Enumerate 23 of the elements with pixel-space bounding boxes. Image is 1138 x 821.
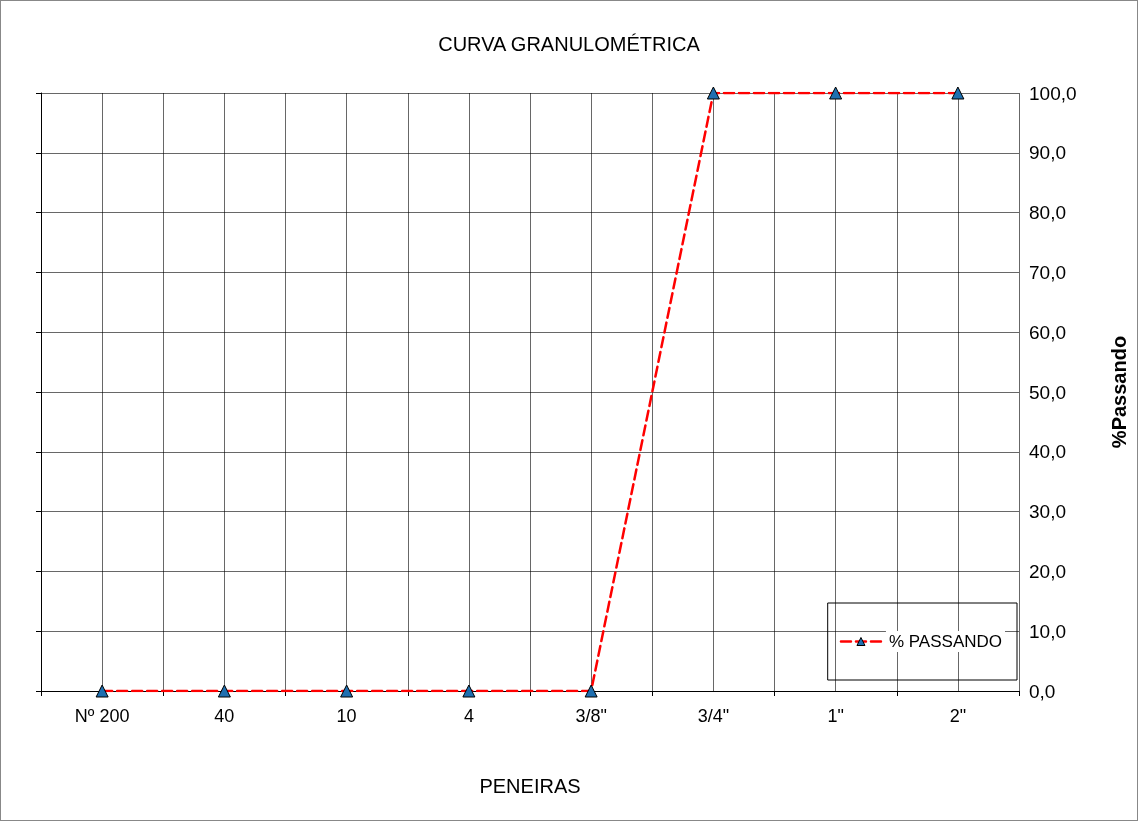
x-tick-label: 1" bbox=[827, 706, 844, 726]
y-axis-title: %Passando bbox=[1108, 335, 1130, 449]
x-tick-label: Nº 200 bbox=[74, 706, 130, 726]
x-tick-label: 2" bbox=[949, 706, 967, 726]
y-tick-label: 80,0 bbox=[1029, 202, 1066, 224]
x-tick-label: 4 bbox=[463, 706, 474, 726]
y-tick-label: 40,0 bbox=[1029, 441, 1066, 463]
x-tick-label: 3/4" bbox=[697, 706, 730, 726]
x-axis-title: PENEIRAS bbox=[479, 775, 581, 797]
x-tick-label: 40 bbox=[214, 706, 235, 726]
x-tick-label: 3/8" bbox=[575, 706, 607, 726]
y-tick-label: 50,0 bbox=[1029, 381, 1066, 403]
y-tick-label: 70,0 bbox=[1029, 261, 1066, 283]
y-tick-label: 0,0 bbox=[1029, 680, 1056, 702]
chart-title: CURVA GRANULOMÉTRICA bbox=[438, 33, 701, 55]
y-tick-label: 30,0 bbox=[1029, 501, 1066, 523]
y-tick-label: 90,0 bbox=[1029, 142, 1066, 164]
y-tick-label: 60,0 bbox=[1029, 321, 1066, 343]
x-tick-label: 10 bbox=[336, 706, 357, 726]
y-tick-label: 100,0 bbox=[1029, 82, 1077, 104]
y-tick-label: 20,0 bbox=[1029, 560, 1066, 582]
y-tick-label: 10,0 bbox=[1029, 620, 1066, 642]
legend-label: % PASSANDO bbox=[888, 632, 1003, 651]
